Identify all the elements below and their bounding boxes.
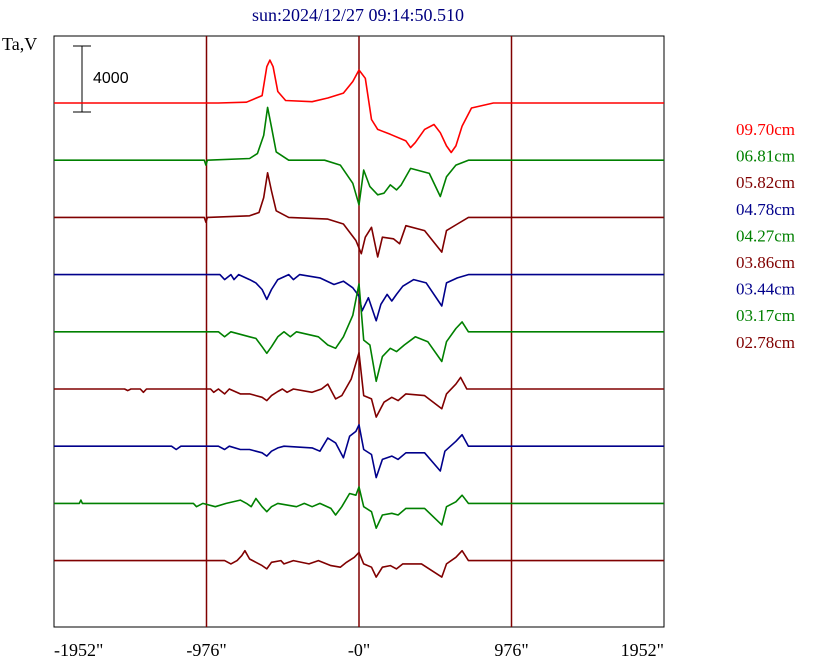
scale-bar-label: 4000 — [93, 70, 129, 87]
legend-entry-03.17cm: 03.17cm — [736, 306, 795, 325]
y-axis-label: Ta,V — [2, 34, 37, 54]
x-tick-label-0: -1952" — [54, 640, 103, 660]
series-layer — [54, 59, 664, 578]
scale-bar — [73, 45, 91, 113]
legend-entry-06.81cm: 06.81cm — [736, 147, 795, 166]
legend-entry-04.78cm: 04.78cm — [736, 200, 795, 219]
legend-entry-03.44cm: 03.44cm — [736, 280, 795, 299]
legend: 09.70cm 06.81cm 05.82cm 04.78cm 04.27cm 03.86… — [736, 120, 795, 352]
legend-entry-02.78cm: 02.78cm — [736, 333, 795, 352]
series-line-09.70cm — [54, 59, 664, 154]
x-tick-label-1: -976" — [186, 640, 226, 660]
series-line-03.44cm — [54, 424, 664, 479]
legend-entry-05.82cm: 05.82cm — [736, 173, 795, 192]
series-line-02.78cm — [54, 549, 664, 578]
series-line-03.17cm — [54, 486, 664, 529]
x-tick-labels: -1952" -976" -0" 976" 1952" — [54, 640, 664, 660]
series-line-04.27cm — [54, 283, 664, 383]
x-tick-label-4: 1952" — [621, 640, 664, 660]
legend-entry-03.86cm: 03.86cm — [736, 253, 795, 272]
legend-entry-04.27cm: 04.27cm — [736, 226, 795, 245]
vertical-gridlines — [205, 36, 513, 627]
series-line-05.82cm — [54, 172, 664, 258]
legend-entry-09.70cm: 09.70cm — [736, 120, 795, 139]
chart-title: sun:2024/12/27 09:14:50.510 — [252, 5, 464, 25]
x-tick-label-2: -0" — [348, 640, 370, 660]
series-line-04.78cm — [54, 273, 664, 322]
series-line-03.86cm — [54, 351, 664, 418]
series-line-06.81cm — [54, 106, 664, 206]
x-tick-label-3: 976" — [494, 640, 528, 660]
